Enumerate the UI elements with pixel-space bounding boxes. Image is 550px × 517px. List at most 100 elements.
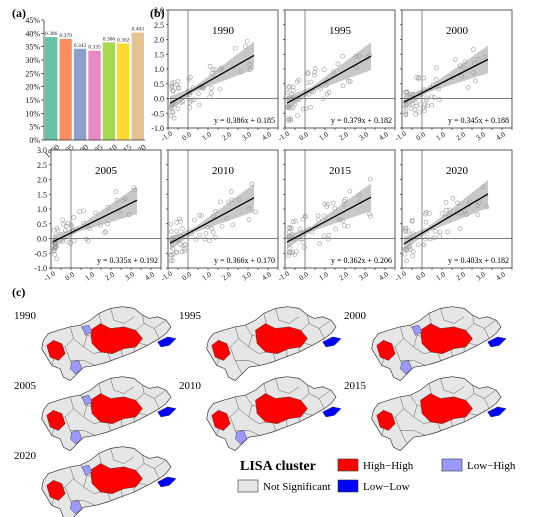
scatter-point	[318, 86, 323, 91]
scatter-point	[291, 88, 296, 93]
scatter-point	[316, 217, 321, 223]
scatter-x-tick-label: 2.0	[337, 269, 350, 282]
low-low-region	[157, 476, 177, 488]
scatter-point	[286, 118, 292, 123]
scatter-point	[311, 89, 316, 94]
bar-y-tick-label: 30%	[25, 56, 40, 65]
scatter-point	[303, 94, 309, 100]
legend-swatch-high-high	[337, 458, 359, 472]
scatter-x-tick-label: 2.0	[220, 129, 233, 142]
scatter-point	[126, 212, 132, 217]
scatter-point	[406, 245, 412, 250]
high-high-region	[255, 393, 308, 424]
map-year-label: 2010	[179, 380, 202, 392]
high-high-region	[255, 323, 308, 354]
scatter-point	[312, 69, 317, 75]
scatter-point	[424, 231, 430, 236]
scatter-point	[117, 209, 122, 215]
low-low-region	[157, 406, 177, 418]
scatter-point	[473, 78, 478, 84]
scatter-point	[68, 241, 73, 246]
scatter-point	[421, 75, 427, 81]
scatter-point	[196, 91, 201, 96]
scatter-point	[342, 198, 347, 204]
scatter-panel: 2010 y = 0.366x + 0.170 -1.0 0.0 1.0 2.0 3.0 4.…	[159, 149, 279, 283]
scatter-point	[286, 229, 292, 235]
scatter-point	[189, 98, 194, 104]
scatter-x-tick-label: -1.0	[393, 269, 408, 283]
map-year-label: 1995	[179, 310, 202, 322]
lisa-legend: LISA cluster High−High Low−High Not Sign…	[237, 458, 516, 493]
scatter-point	[422, 102, 428, 107]
scatter-point	[433, 77, 439, 82]
scatter-point	[209, 90, 214, 96]
scatter-point	[169, 240, 175, 245]
lisa-map	[42, 447, 177, 517]
lisa-maps: 1990 1995 2000 2005 2010 2015 2020	[14, 307, 507, 517]
low-high-region	[81, 324, 93, 336]
bar-data-label: 0.366	[103, 36, 116, 42]
scatter-point	[204, 224, 210, 230]
legend-label-low-high: Low−High	[467, 460, 516, 472]
scatter-point	[404, 90, 410, 95]
legend-swatch-low-high	[441, 458, 463, 472]
scatter-point	[415, 242, 421, 248]
bar	[59, 38, 72, 140]
scatter-point	[182, 248, 187, 254]
scatter-point	[210, 213, 216, 219]
scatter-point	[209, 226, 214, 231]
scatter-point	[66, 239, 72, 245]
scatter-point	[427, 236, 433, 242]
scatter-point	[132, 187, 137, 193]
scatter-point	[65, 220, 71, 226]
scatter-point	[423, 219, 429, 225]
scatter-panel: 2015 y = 0.362x + 0.206 -1.0 0.0 1.0 2.0 3.0 4.…	[276, 149, 396, 283]
high-high-region	[90, 393, 143, 424]
lisa-map	[42, 307, 177, 381]
scatter-point	[322, 67, 327, 73]
scatter-point	[294, 79, 300, 85]
scatter-x-tick-label: 3.0	[474, 269, 487, 282]
scatter-point	[309, 229, 315, 235]
scatter-point	[171, 80, 177, 85]
low-high-region	[411, 324, 423, 336]
scatter-y-tick-label: 3.0	[154, 6, 164, 15]
scatter-point	[357, 192, 362, 198]
scatter-y-tick-label: 1.5	[154, 50, 164, 59]
panel-label-a: (a)	[12, 6, 26, 20]
low-high-region	[81, 394, 93, 406]
regression-equation: y = 0.366x + 0.170	[214, 256, 275, 265]
scatter-point	[439, 210, 445, 216]
scatter-y-tick-label: -0.5	[151, 109, 164, 118]
low-low-region	[487, 336, 507, 348]
scatter-point	[60, 238, 66, 244]
scatter-point	[175, 106, 181, 112]
scatter-point	[81, 220, 87, 226]
scatter-point	[179, 249, 185, 255]
scatter-point	[403, 104, 408, 110]
scatter-point	[290, 219, 296, 224]
scatter-point	[420, 105, 426, 111]
scatter-y-tick-label: 0.0	[37, 235, 47, 244]
scatter-point	[93, 210, 98, 216]
bar-y-axis: 0% 5% 10% 15% 20% 25% 30% 35% 40% 45%	[25, 16, 45, 145]
scatter-point	[178, 100, 184, 105]
regression-line	[403, 58, 489, 103]
map-year-label: 2005	[14, 380, 37, 392]
scatter-point	[170, 258, 176, 263]
scatter-point	[131, 185, 137, 190]
scatter-point	[54, 256, 60, 262]
scatter-point	[217, 86, 223, 92]
scatter-y-tick-label: -1.0	[151, 124, 164, 133]
scatter-point	[302, 245, 307, 250]
scatter-point	[330, 200, 336, 206]
scatter-point	[436, 86, 441, 92]
scatter-point	[368, 214, 373, 219]
scatter-point	[445, 229, 450, 235]
scatter-point	[247, 67, 253, 73]
scatter-x-tick-label: 1.0	[200, 269, 213, 282]
scatter-point	[174, 228, 180, 234]
scatter-point	[60, 217, 65, 223]
scatter-point	[462, 59, 468, 65]
